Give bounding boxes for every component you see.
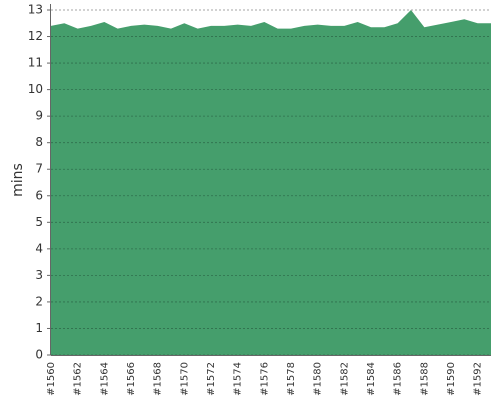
y-tick-label: 2: [35, 294, 43, 308]
x-tick-label: #1570: [179, 362, 190, 396]
area: [51, 10, 491, 355]
y-tick-label: 13: [28, 3, 43, 17]
x-tick-label: #1592: [473, 362, 484, 396]
x-tick-label: #1560: [46, 362, 57, 396]
x-tick-label: #1582: [339, 362, 350, 396]
y-tick-label: 10: [28, 82, 43, 96]
x-tick-label: #1576: [259, 362, 270, 396]
x-tick-label: #1564: [99, 362, 110, 396]
y-tick-label: 11: [28, 56, 43, 70]
x-tick-label: #1590: [446, 362, 457, 396]
x-tick-label: #1588: [419, 362, 430, 396]
x-tick-label: #1566: [126, 362, 137, 396]
y-tick-label: 4: [35, 241, 43, 255]
y-tick-label: 3: [35, 268, 43, 282]
y-tick-label: 9: [35, 109, 43, 123]
x-tick-label: #1568: [153, 362, 164, 396]
x-tick-label: #1578: [286, 362, 297, 396]
y-tick-label: 12: [28, 29, 43, 43]
y-tick-label: 0: [35, 348, 43, 362]
y-axis-label: mins: [10, 163, 26, 197]
x-tick-label: #1572: [206, 362, 217, 396]
y-tick-label: 7: [35, 162, 43, 176]
y-tick-label: 1: [35, 321, 43, 335]
y-tick-label: 6: [35, 188, 43, 202]
x-tick-label: #1584: [366, 362, 377, 396]
x-tick-label: #1574: [233, 362, 244, 396]
y-tick-label: 5: [35, 215, 43, 229]
y-tick-label: 8: [35, 135, 43, 149]
x-tick-label: #1580: [313, 362, 324, 396]
x-tick-label: #1586: [393, 362, 404, 396]
x-tick-label: #1562: [73, 362, 84, 396]
